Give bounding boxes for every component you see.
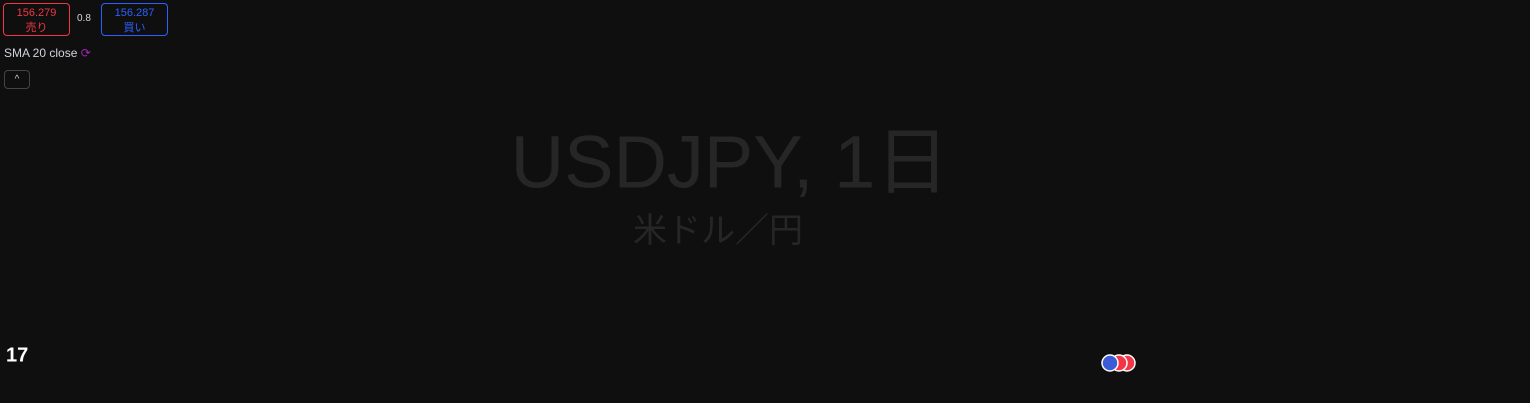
watermark: USDJPY, 1日 [511,121,950,204]
spread: 0.8 [77,13,91,24]
tv-logo: 17 [6,344,28,366]
watermark-sub: 米ドル／円 [633,212,803,250]
sell-price: 156.279 [16,7,57,19]
indicator-name: SMA 20 close [4,46,78,60]
buy-button[interactable]: 156.287 買い [101,3,168,36]
collapse-button[interactable]: ^ [4,70,30,89]
indicator-legend[interactable]: SMA 20 close ⟳ [4,46,91,60]
event-icons[interactable] [1101,354,1136,372]
buy-label: 買い [123,22,146,34]
buy-price: 156.287 [114,7,155,19]
svg-text:17: 17 [6,344,28,366]
sell-button[interactable]: 156.279 売り [3,3,70,36]
sell-label: 売り [25,22,48,34]
